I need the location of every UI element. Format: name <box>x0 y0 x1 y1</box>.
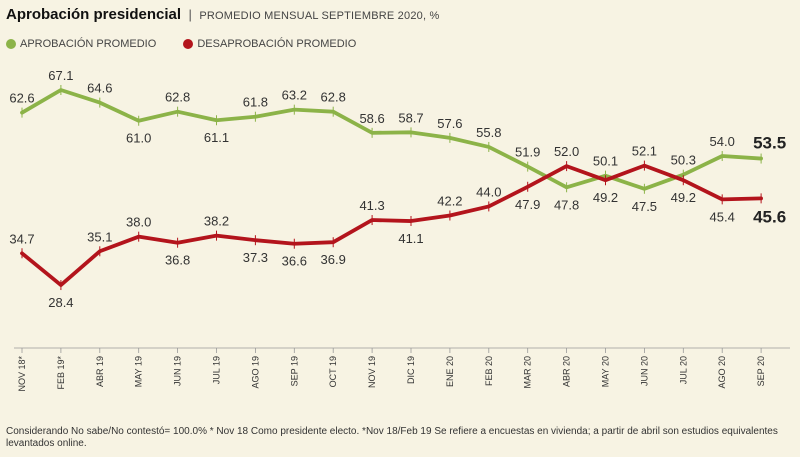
legend-approval-label: APROBACIÓN PROMEDIO <box>20 38 157 50</box>
x-tick-label: AGO 19 <box>250 356 260 389</box>
disapproval-data-label: 49.2 <box>593 190 618 205</box>
approval-data-label: 62.6 <box>9 91 34 106</box>
chart-header: Aprobación presidencial | PROMEDIO MENSU… <box>6 6 439 24</box>
x-tick-label: JUN 20 <box>639 356 649 386</box>
disapproval-data-label: 52.0 <box>554 144 579 159</box>
disapproval-data-label: 28.4 <box>48 295 73 310</box>
approval-data-label: 67.1 <box>48 68 73 83</box>
title-separator: | <box>188 7 192 22</box>
disapproval-data-label: 52.1 <box>632 144 657 159</box>
disapproval-data-label: 45.6 <box>753 207 786 226</box>
disapproval-data-label: 36.6 <box>282 254 307 269</box>
disapproval-data-label: 38.0 <box>126 215 151 230</box>
approval-data-label: 47.8 <box>554 197 579 212</box>
x-tick-label: ABR 19 <box>95 356 105 387</box>
x-tick-label: AGO 20 <box>717 356 727 389</box>
legend-item-disapproval: DESAPROBACIÓN PROMEDIO <box>183 38 356 50</box>
x-tick-label: SEP 19 <box>289 356 299 386</box>
x-tick-label: ABR 20 <box>562 356 572 387</box>
approval-data-label: 47.5 <box>632 199 657 214</box>
approval-data-label: 62.8 <box>321 90 346 105</box>
x-tick-label: FEB 19* <box>56 356 66 390</box>
disapproval-data-label: 38.2 <box>204 214 229 229</box>
x-tick-label: MAY 19 <box>134 356 144 387</box>
legend-disapproval-label: DESAPROBACIÓN PROMEDIO <box>197 38 357 50</box>
x-tick-label: JUL 20 <box>678 356 688 384</box>
approval-data-label: 50.3 <box>671 153 696 168</box>
footnote: Considerando No sabe/No contestó= 100.0%… <box>6 426 778 449</box>
x-tick-label: NOV 19 <box>367 356 377 388</box>
x-tick-label: NOV 18* <box>17 356 27 392</box>
legend-item-approval: APROBACIÓN PROMEDIO <box>6 38 156 50</box>
chart-title: Aprobación presidencial <box>6 6 182 23</box>
disapproval-data-label: 47.9 <box>515 197 540 212</box>
disapproval-data-label: 41.3 <box>359 198 384 213</box>
x-tick-label: JUN 19 <box>173 356 183 386</box>
disapproval-data-label: 49.2 <box>671 190 696 205</box>
approval-data-label: 62.8 <box>165 90 190 105</box>
disapproval-data-label: 35.1 <box>87 229 112 244</box>
legend-approval-dot-icon <box>6 39 16 49</box>
x-tick-label: MAY 20 <box>601 356 611 387</box>
disapproval-line <box>20 163 763 287</box>
disapproval-data-label: 34.7 <box>9 231 34 246</box>
chart-subtitle: PROMEDIO MENSUAL SEPTIEMBRE 2020, % <box>199 10 440 22</box>
x-tick-label: FEB 20 <box>484 356 494 386</box>
approval-data-label: 55.8 <box>476 125 501 140</box>
disapproval-data-label: 45.4 <box>710 209 735 224</box>
approval-data-label: 50.1 <box>593 154 618 169</box>
disapproval-data-label: 42.2 <box>437 193 462 208</box>
approval-data-label: 58.7 <box>398 110 423 125</box>
approval-data-label: 54.0 <box>710 134 735 149</box>
x-tick-label: ENE 20 <box>445 356 455 387</box>
approval-data-label: 61.1 <box>204 130 229 145</box>
approval-data-label: 58.6 <box>359 111 384 126</box>
x-tick-label: DIC 19 <box>406 356 416 384</box>
approval-data-label: 61.0 <box>126 131 151 146</box>
approval-data-label: 57.6 <box>437 116 462 131</box>
x-tick-label: OCT 19 <box>328 356 338 387</box>
disapproval-data-label: 36.9 <box>321 252 346 267</box>
approval-data-label: 64.6 <box>87 81 112 96</box>
legend: APROBACIÓN PROMEDIO DESAPROBACIÓN PROMED… <box>6 38 380 52</box>
approval-data-label: 61.8 <box>243 95 268 110</box>
disapproval-data-label: 41.1 <box>398 231 423 246</box>
approval-data-label: 51.9 <box>515 145 540 160</box>
approval-line <box>20 88 763 191</box>
x-tick-label: SEP 20 <box>756 356 766 386</box>
x-tick-label: MAR 20 <box>523 356 533 389</box>
legend-disapproval-dot-icon <box>183 39 194 49</box>
disapproval-data-label: 44.0 <box>476 184 501 199</box>
x-tick-label: JUL 19 <box>212 356 222 384</box>
disapproval-data-label: 37.3 <box>243 250 268 265</box>
approval-data-label: 53.5 <box>753 134 786 153</box>
approval-data-label: 63.2 <box>282 88 307 103</box>
disapproval-data-label: 36.8 <box>165 253 190 268</box>
